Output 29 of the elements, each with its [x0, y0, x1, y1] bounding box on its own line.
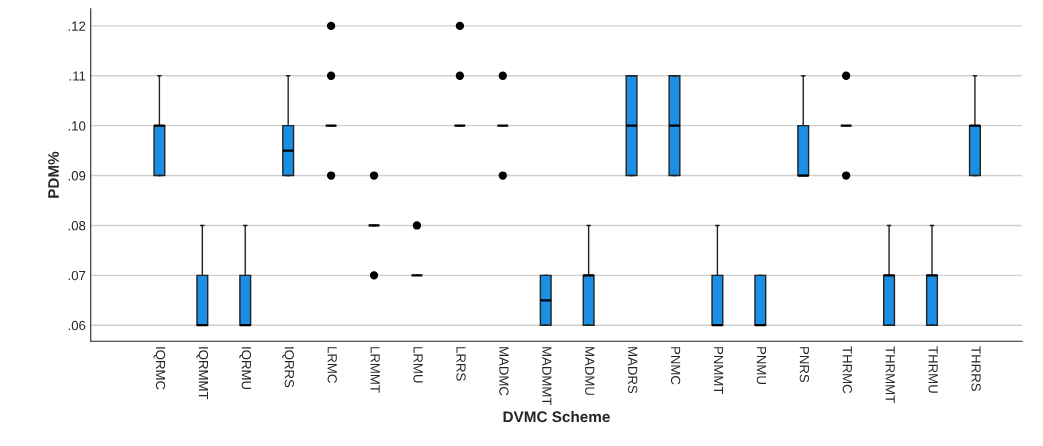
- x-tick-label: IQRRS: [282, 347, 294, 388]
- y-tick-label: .06: [68, 320, 86, 331]
- y-tick-label: .07: [68, 270, 86, 281]
- x-tick-label: LRRS: [456, 347, 466, 381]
- x-tick-label: PNRS: [799, 347, 810, 383]
- x-tick-label: MADMC: [499, 347, 509, 396]
- y-axis-title: PDM%: [48, 151, 59, 198]
- x-tick-label: PNMMT: [713, 347, 724, 395]
- x-tick-label: IQRMU: [239, 347, 252, 390]
- x-tick-label: THRMMT: [885, 346, 895, 403]
- x-tick-label: MADRS: [628, 347, 638, 394]
- x-axis-title: DVMC Scheme: [503, 410, 610, 423]
- y-tick-label: .08: [68, 221, 86, 231]
- y-tick-label: .09: [68, 171, 86, 181]
- x-tick-label: IQRMC: [153, 347, 166, 390]
- x-tick-label: MADMMT: [542, 347, 552, 406]
- x-tick-label: IQRMMT: [196, 347, 209, 400]
- x-tick-label: LRMC: [327, 347, 337, 383]
- x-tick-label: MADMU: [585, 347, 595, 395]
- x-tick-label: THRRS: [971, 346, 981, 391]
- x-tick-label: LRMMT: [370, 347, 380, 393]
- y-tick-label: .11: [69, 71, 86, 81]
- x-tick-label: PNMC: [670, 347, 681, 385]
- x-tick-label: THRMC: [842, 346, 852, 394]
- x-tick-label: THRMU: [928, 346, 938, 393]
- y-tick-label: .12: [68, 21, 86, 31]
- y-tick-label: .10: [68, 121, 86, 131]
- x-tick-label: LRMU: [413, 347, 423, 383]
- x-tick-label: PNMU: [756, 347, 766, 384]
